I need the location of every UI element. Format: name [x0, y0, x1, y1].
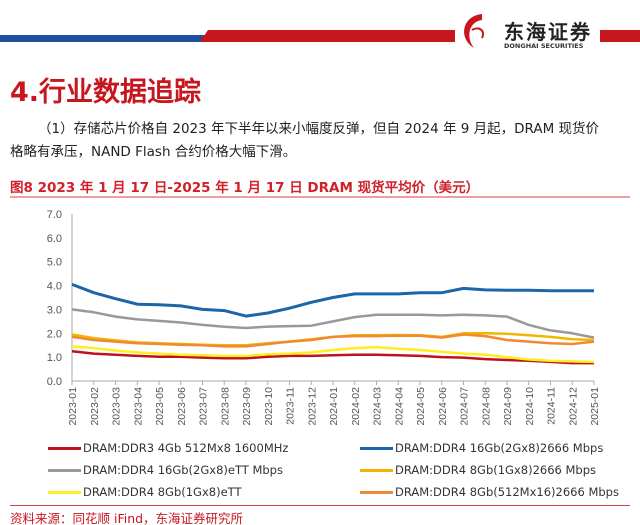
- legend-swatch: [48, 446, 81, 450]
- x-tick-label: 2024-11: [546, 387, 558, 425]
- legend-label: DRAM:DDR4 16Gb(2Gx8)eTT Mbps: [83, 463, 283, 477]
- y-tick-label: 4.0: [47, 281, 62, 293]
- x-tick-label: 2024-12: [567, 387, 579, 426]
- series-line: [71, 333, 595, 348]
- logo-text-en: DONGHAI SECURITIES: [504, 42, 584, 50]
- x-tick-label: 2024-03: [372, 387, 384, 426]
- legend-swatch: [360, 490, 393, 494]
- series-line: [71, 349, 594, 365]
- x-tick-label: 2024-06: [437, 387, 449, 426]
- y-tick-label: 0.0: [47, 376, 62, 388]
- x-tick-label: 2023-12: [306, 387, 318, 426]
- header-blue-bar: [0, 35, 205, 42]
- x-tick-label: 2023-03: [111, 387, 123, 426]
- y-tick-label: 3.0: [47, 304, 62, 316]
- x-tick-label: 2023-04: [132, 387, 144, 426]
- legend-item: DRAM:DDR4 8Gb(512Mx16)2666 Mbps: [360, 485, 619, 499]
- x-tick-label: 2023-08: [219, 387, 231, 426]
- y-tick-label: 2.0: [47, 328, 62, 340]
- legend-label: DRAM:DDR4 8Gb(1Gx8)2666 Mbps: [395, 463, 597, 477]
- series-line: [71, 308, 595, 339]
- logo-text-cn: 东海证券: [504, 20, 592, 44]
- header-red-bar: [200, 30, 455, 42]
- legend-label: DRAM:DDR4 16Gb(2Gx8)2666 Mbps: [395, 441, 604, 455]
- source-divider: [10, 505, 630, 506]
- donghai-logo: 东海证券 DONGHAI SECURITIES: [452, 8, 602, 53]
- x-tick-label: 2023-01: [67, 387, 79, 426]
- x-tick-label: 2024-04: [393, 387, 405, 426]
- legend-label: DRAM:DDR3 4Gb 512Mx8 1600MHz: [83, 441, 289, 455]
- dram-price-chart: 0.0 1.0 2.0 3.0 4.0 5.0 6.0 7.0 2023-01 2023-02 20…: [47, 209, 601, 426]
- y-tick-label: 5.0: [47, 257, 62, 269]
- legend-swatch: [48, 490, 81, 494]
- x-tick-label: 2024-05: [415, 387, 427, 426]
- legend-swatch: [360, 446, 393, 450]
- x-tick-label: 2024-08: [480, 387, 492, 426]
- series-line: [71, 282, 594, 318]
- legend-label: DRAM:DDR4 8Gb(512Mx16)2666 Mbps: [395, 485, 619, 499]
- x-tick-label: 2024-07: [459, 387, 471, 426]
- header-red-bar-right: [600, 30, 640, 42]
- x-tick-label: 2023-09: [241, 387, 253, 426]
- y-tick-label: 6.0: [47, 233, 62, 245]
- legend-swatch: [48, 468, 81, 472]
- x-tick-label: 2023-06: [176, 387, 188, 426]
- y-tick-label: 7.0: [47, 209, 62, 221]
- legend-label: DRAM:DDR4 8Gb(1Gx8)eTT: [83, 485, 242, 499]
- y-tick-label: 1.0: [47, 352, 62, 364]
- x-tick-label: 2024-01: [328, 387, 340, 426]
- x-tick-label: 2023-10: [263, 387, 275, 426]
- x-tick-label: 2023-02: [89, 387, 101, 426]
- series-line: [71, 345, 595, 364]
- legend-swatch: [360, 468, 393, 472]
- legend-item: DRAM:DDR4 16Gb(2Gx8)2666 Mbps: [360, 441, 603, 455]
- legend-item: DRAM:DDR4 16Gb(2Gx8)eTT Mbps: [48, 463, 283, 477]
- x-tick-label: 2024-10: [524, 387, 536, 426]
- x-tick-label: 2024-09: [502, 387, 514, 426]
- x-tick-label: 2024-02: [350, 387, 362, 426]
- x-tick-label: 2023-07: [198, 387, 210, 426]
- x-tick-label: 2023-11: [285, 387, 297, 425]
- legend-item: DRAM:DDR4 8Gb(1Gx8)2666 Mbps: [360, 463, 596, 477]
- figure-title-divider: [10, 196, 630, 198]
- body-paragraph: （1）存储芯片价格自 2023 年下半年以来小幅度反弹，但自 2024 年 9 …: [10, 121, 600, 160]
- x-tick-label: 2025-01: [589, 387, 601, 426]
- source-note: 资料来源：同花顺 iFind，东海证券研究所: [10, 511, 244, 525]
- figure-title: 图8 2023 年 1 月 17 日-2025 年 1 月 17 日 DRAM …: [10, 180, 480, 196]
- x-tick-label: 2023-05: [154, 387, 166, 426]
- legend-item: DRAM:DDR3 4Gb 512Mx8 1600MHz: [48, 441, 288, 455]
- section-title: 4.行业数据追踪: [10, 77, 202, 108]
- legend-item: DRAM:DDR4 8Gb(1Gx8)eTT: [48, 485, 242, 499]
- dragon-logo-icon: [464, 14, 484, 48]
